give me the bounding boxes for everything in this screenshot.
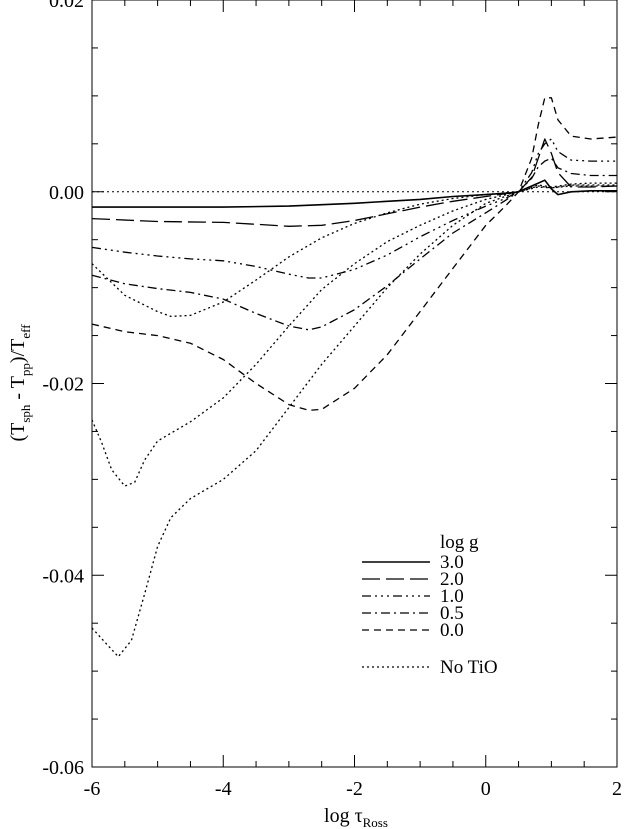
plot-frame: [91, 0, 618, 768]
y-tick-label: 0.00: [49, 182, 84, 204]
series-line-logg-3-0: [92, 179, 617, 208]
y-axis-label-part: )/T: [7, 339, 29, 363]
series-line-logg-2-0: [91, 138, 618, 227]
x-axis-label-sub: Ross: [363, 815, 388, 829]
y-axis-label-part: (T: [7, 423, 29, 442]
series-line-logg-1-0: [91, 138, 617, 279]
x-tick-label: 0: [481, 778, 491, 800]
x-axis-ticks: -6 -4 -2 0 2: [84, 0, 622, 800]
series-line-no-tio: [91, 185, 617, 658]
y-tick-label: -0.02: [42, 374, 84, 396]
y-axis-label-sub: pp: [18, 363, 33, 376]
x-tick-label: -2: [346, 778, 363, 800]
y-axis-label-sub: eff: [18, 324, 33, 339]
x-axis-label: log τRoss: [324, 805, 388, 829]
y-axis-ticks: 0.02 0.00 -0.02 -0.04 -0.06: [42, 0, 617, 779]
y-tick-label: -0.06: [42, 757, 84, 779]
legend-label: 3.0: [440, 552, 464, 573]
legend-label: 1.0: [440, 586, 464, 607]
legend: log g 3.02.01.00.50.0 No TiO: [362, 532, 498, 678]
series-line-no-tio: [91, 182, 617, 318]
y-tick-label: -0.04: [42, 565, 84, 587]
y-axis-label-sub: sph: [18, 404, 33, 423]
x-tick-label: -6: [84, 778, 101, 800]
series-layer: [91, 97, 618, 658]
legend-label: 0.5: [440, 603, 464, 624]
y-axis-label-part: - T: [7, 376, 29, 405]
legend-label: 0.0: [440, 620, 464, 641]
series-line-logg-0-0: [91, 97, 618, 411]
legend-title: log g: [440, 532, 479, 553]
x-axis-label-main: log τ: [324, 805, 363, 827]
y-axis-label: (Tsph - Tpp)/Teff: [7, 324, 33, 442]
legend-label: No TiO: [440, 657, 498, 678]
series-line-no-tio: [91, 184, 617, 487]
series-line-logg-0-5: [91, 157, 617, 331]
y-tick-label: 0.02: [49, 0, 84, 12]
x-tick-label: -4: [215, 778, 232, 800]
legend-label: 2.0: [440, 569, 464, 590]
x-tick-label: 2: [612, 778, 622, 800]
